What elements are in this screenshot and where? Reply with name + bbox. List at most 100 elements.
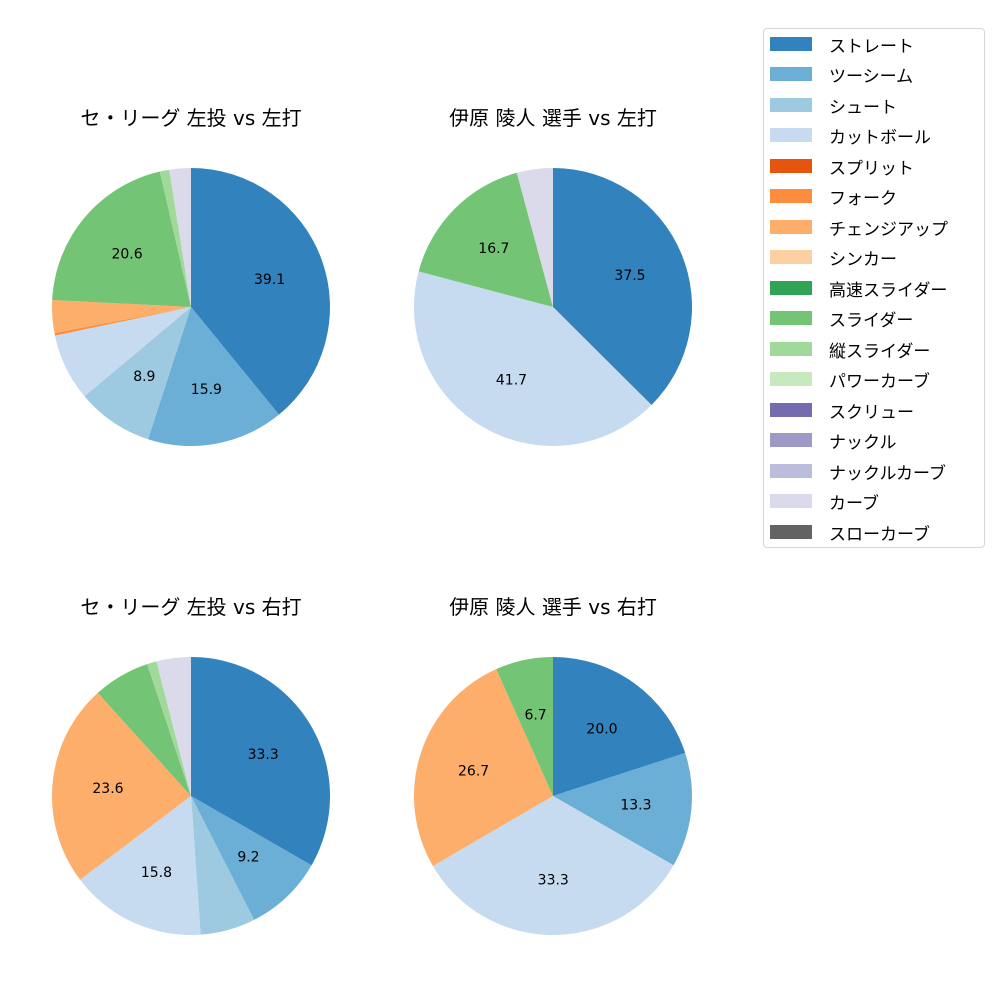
legend-item: カットボール [770, 125, 931, 148]
pie-slice [553, 657, 686, 796]
pie-slice [418, 172, 553, 307]
legend-label: チェンジアップ [829, 219, 948, 240]
legend-swatch [770, 311, 812, 325]
legend-swatch [770, 433, 812, 447]
chart-title: セ・リーグ 左投 vs 右打 [80, 595, 302, 619]
slice-value-label: 20.0 [586, 722, 617, 738]
pie-slice [553, 168, 692, 406]
slice-value-label: 9.2 [237, 849, 259, 865]
slice-value-label: 15.9 [191, 382, 222, 398]
legend-swatch [770, 372, 812, 386]
legend-item: スライダー [770, 308, 914, 331]
slice-value-label: 13.3 [620, 798, 651, 814]
pie-slice [54, 307, 192, 336]
legend-item: スローカーブ [770, 522, 930, 545]
legend-item: カーブ [770, 491, 879, 514]
pie-slice [191, 796, 255, 935]
legend-item: パワーカーブ [770, 369, 930, 392]
pie-slice [156, 657, 191, 796]
slice-value-label: 20.6 [111, 246, 142, 262]
legend-item: フォーク [770, 186, 897, 209]
legend-item: ストレート [770, 34, 914, 57]
legend-label: フォーク [829, 188, 897, 209]
slice-value-label: 16.7 [478, 241, 509, 257]
legend-swatch [770, 525, 812, 539]
pie-slice [52, 692, 192, 880]
legend-label: ツーシーム [829, 66, 914, 87]
slice-value-label: 15.8 [141, 865, 172, 881]
legend-swatch [770, 494, 812, 508]
legend-item: ナックルカーブ [770, 461, 946, 484]
legend: ストレート ツーシーム シュート カットボール スプリット フォーク チェンジア… [763, 28, 985, 548]
pie-slice [169, 168, 191, 307]
legend-label: スライダー [829, 310, 914, 331]
pie-slice [496, 657, 553, 796]
legend-swatch [770, 464, 812, 478]
legend-label: ナックルカーブ [829, 463, 946, 484]
legend-label: スプリット [829, 158, 914, 179]
legend-swatch [770, 403, 812, 417]
legend-label: シンカー [829, 249, 897, 270]
legend-swatch [770, 128, 812, 142]
chart-title: 伊原 陵人 選手 vs 左打 [449, 106, 657, 130]
legend-swatch [770, 67, 812, 81]
slice-value-label: 33.3 [538, 872, 569, 888]
pie-slice [80, 796, 201, 935]
legend-swatch [770, 250, 812, 264]
legend-swatch [770, 281, 812, 295]
pie-slice [191, 657, 330, 866]
slice-value-label: 33.3 [248, 747, 279, 763]
slice-value-label: 6.7 [524, 707, 546, 723]
pie-slice [516, 168, 553, 307]
legend-label: パワーカーブ [829, 371, 930, 392]
chart-title: 伊原 陵人 選手 vs 右打 [449, 595, 657, 619]
legend-label: スローカーブ [829, 524, 930, 545]
legend-item: チェンジアップ [770, 217, 948, 240]
legend-item: スクリュー [770, 400, 914, 423]
legend-item: 高速スライダー [770, 278, 948, 301]
legend-item: ツーシーム [770, 64, 914, 87]
legend-swatch [770, 220, 812, 234]
legend-label: 高速スライダー [829, 280, 948, 301]
legend-item: ナックル [770, 430, 897, 453]
legend-item: スプリット [770, 156, 914, 179]
slice-value-label: 26.7 [458, 763, 489, 779]
legend-label: スクリュー [829, 402, 914, 423]
legend-label: 縦スライダー [829, 341, 931, 362]
slice-value-label: 23.6 [92, 781, 123, 797]
pie-slice [84, 307, 191, 440]
pie-slice [54, 307, 192, 397]
chart-title: セ・リーグ 左投 vs 左打 [80, 106, 302, 130]
pie-slice [97, 664, 191, 796]
legend-item: シュート [770, 95, 897, 118]
pie-slice [191, 168, 330, 415]
legend-label: ストレート [829, 36, 914, 57]
pie-slice [52, 171, 191, 307]
legend-swatch [770, 189, 812, 203]
legend-label: カットボール [829, 127, 931, 148]
legend-swatch [770, 342, 812, 356]
legend-swatch [770, 37, 812, 51]
pie-slice [52, 300, 191, 334]
legend-item: 縦スライダー [770, 339, 931, 362]
slice-value-label: 8.9 [133, 369, 155, 385]
slice-value-label: 39.1 [254, 272, 285, 288]
pie-slice [553, 753, 692, 866]
legend-swatch [770, 98, 812, 112]
pie-slice [147, 661, 191, 796]
slice-value-label: 37.5 [614, 268, 645, 284]
pie-slice [414, 669, 553, 867]
slice-value-label: 41.7 [496, 372, 527, 388]
pie-slice [432, 796, 674, 935]
pie-slice [191, 796, 312, 920]
pie-slice [159, 169, 191, 307]
pie-slice [148, 307, 279, 446]
legend-swatch [770, 159, 812, 173]
pie-slice [413, 271, 652, 446]
legend-item: シンカー [770, 247, 897, 270]
legend-label: シュート [829, 97, 897, 118]
